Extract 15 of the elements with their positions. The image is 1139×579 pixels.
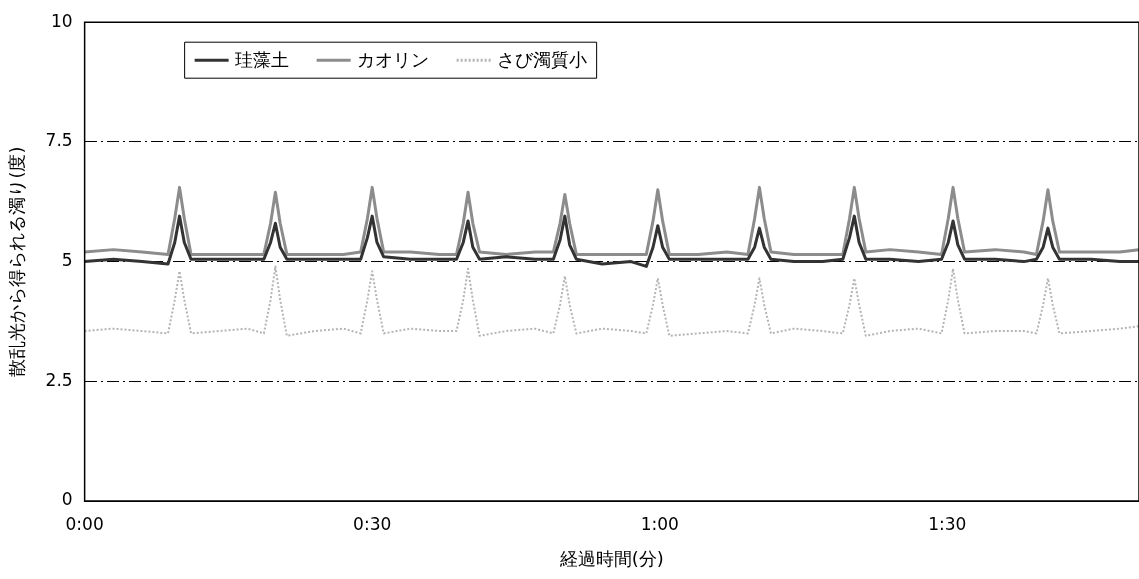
x-tick-label: 0:30 bbox=[353, 513, 392, 534]
x-tick-label: 1:00 bbox=[640, 513, 679, 534]
y-tick-label: 2.5 bbox=[45, 369, 73, 390]
y-tick-label: 10 bbox=[51, 10, 73, 31]
x-axis-title: 経過時間(分) bbox=[558, 547, 664, 569]
y-tick-label: 0 bbox=[61, 489, 73, 510]
y-tick-label: 5 bbox=[61, 250, 73, 271]
legend-label: カオリン bbox=[356, 48, 429, 70]
x-tick-label: 0:00 bbox=[65, 513, 104, 534]
legend-label: さび濁質小 bbox=[496, 48, 587, 70]
y-axis-title: 散乱光から得られる濁り(度) bbox=[6, 146, 28, 377]
line-series bbox=[84, 265, 1139, 337]
legend-label: 珪藻土 bbox=[234, 48, 289, 70]
x-tick-label: 1:30 bbox=[928, 513, 967, 534]
y-tick-label: 7.5 bbox=[45, 130, 73, 151]
